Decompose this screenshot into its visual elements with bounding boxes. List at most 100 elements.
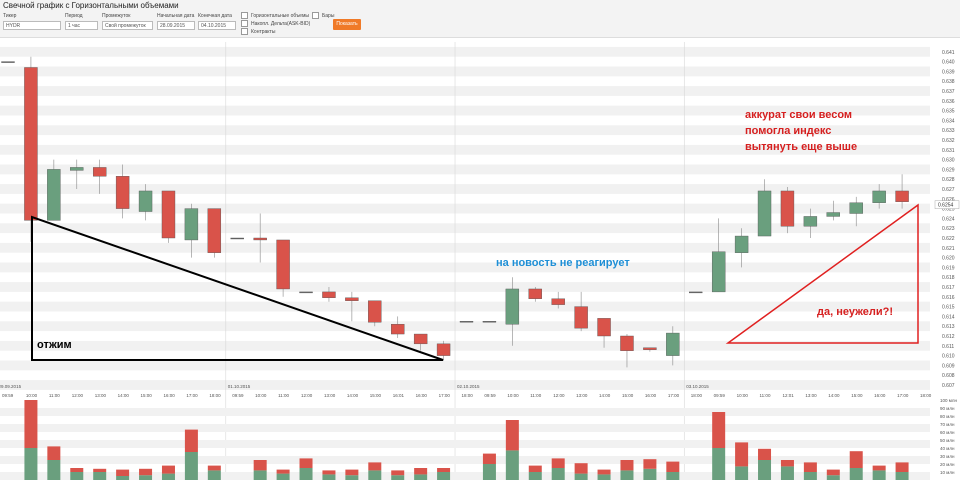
start-date-label: Начальная дата bbox=[157, 13, 195, 19]
time-tick-label: 14:00 bbox=[828, 393, 840, 398]
annotation-carefully-1: аккурат свои весом bbox=[745, 109, 853, 121]
date-label: 29.09.2015 bbox=[0, 384, 22, 389]
delta-label: Накопл. Дельта(ASK-BID) bbox=[251, 20, 311, 27]
period-label: Период bbox=[65, 13, 83, 19]
candle-body bbox=[92, 167, 107, 177]
time-tick-label: 10:00 bbox=[26, 393, 38, 398]
time-tick-label: 18:00 bbox=[209, 393, 221, 398]
price-band bbox=[0, 203, 930, 214]
candle-body bbox=[70, 167, 84, 171]
delta-checkbox[interactable] bbox=[241, 20, 248, 27]
candle-body bbox=[574, 306, 588, 329]
volume-band bbox=[0, 440, 930, 448]
price-tick-label: 0.621 bbox=[942, 246, 955, 252]
price-tick-label: 0.614 bbox=[942, 314, 955, 320]
candle-body bbox=[689, 291, 703, 294]
volume-bar-up bbox=[758, 460, 772, 480]
volume-tick-label: 40 млн bbox=[940, 446, 955, 451]
end-date-field: Конечная дата 04.10.2015 bbox=[198, 13, 236, 30]
contracts-option[interactable]: Контракты bbox=[241, 28, 275, 35]
volume-bar-up bbox=[735, 466, 749, 480]
price-tick-label: 0.618 bbox=[942, 275, 955, 281]
candle-body bbox=[184, 208, 199, 241]
volume-bar-down bbox=[597, 469, 611, 475]
price-band bbox=[0, 46, 930, 57]
volume-bar-up bbox=[116, 476, 130, 480]
volume-bar-up bbox=[345, 475, 359, 480]
time-tick-label: 13:00 bbox=[324, 393, 336, 398]
period-field: Период 1 час bbox=[65, 13, 98, 30]
candle-body bbox=[391, 324, 405, 335]
volume-bar-down bbox=[414, 468, 428, 475]
volume-tick-label: 90 млн bbox=[940, 406, 955, 411]
delta-option[interactable]: Накопл. Дельта(ASK-BID) bbox=[241, 20, 310, 27]
candle-body bbox=[757, 190, 772, 237]
interval-select[interactable]: Свой промежуток bbox=[102, 21, 153, 30]
volume-bar-down bbox=[345, 469, 359, 476]
time-tick-label: 10:00 bbox=[255, 393, 267, 398]
contracts-checkbox[interactable] bbox=[241, 28, 248, 35]
candle-body bbox=[528, 288, 542, 299]
price-tick-label: 0.635 bbox=[942, 109, 955, 115]
price-tick-label: 0.626 bbox=[942, 197, 955, 203]
volume-bar-down bbox=[735, 442, 749, 467]
price-tick-label: 0.620 bbox=[942, 256, 955, 262]
volume-bar-up bbox=[803, 472, 817, 480]
time-tick-label: 12:00 bbox=[301, 393, 313, 398]
bars-checkbox[interactable] bbox=[312, 12, 319, 19]
time-tick-label: 15:00 bbox=[370, 393, 382, 398]
price-tick-label: 0.612 bbox=[942, 334, 955, 340]
candle-body bbox=[276, 239, 290, 290]
volume-axis: 100 млн 90 млн 80 млн 70 млн 60 млн 50 млн 40 … bbox=[940, 398, 957, 475]
price-tick-label: 0.625 bbox=[942, 207, 955, 213]
candle-body bbox=[47, 169, 61, 221]
ticker-field: Тикер HYDR bbox=[3, 13, 61, 30]
volume-bar-down bbox=[116, 469, 130, 476]
time-tick-label: 13:00 bbox=[95, 393, 107, 398]
candle-body bbox=[482, 321, 497, 323]
candle-body bbox=[620, 335, 634, 351]
last-price-box bbox=[934, 200, 960, 209]
time-tick-label: 12:00 bbox=[553, 393, 565, 398]
candle-body bbox=[597, 318, 611, 337]
volume-bar-up bbox=[597, 474, 611, 480]
time-tick-label: 16:00 bbox=[645, 393, 657, 398]
annotation-really: да, неужели?! bbox=[817, 306, 893, 318]
volume-bar-up bbox=[666, 472, 680, 480]
volume-tick-label: 60 млн bbox=[940, 430, 955, 435]
bars-option[interactable]: Бары bbox=[312, 12, 334, 19]
candle-body bbox=[643, 347, 657, 350]
volume-bar-down bbox=[826, 469, 840, 476]
volume-bar-up bbox=[184, 452, 198, 480]
hvol-option[interactable]: Горизонтальные объемы bbox=[241, 12, 309, 19]
time-tick-label: 17:00 bbox=[897, 393, 909, 398]
hvol-checkbox[interactable] bbox=[241, 12, 248, 19]
volume-bar-up bbox=[322, 474, 336, 480]
price-tick-label: 0.633 bbox=[942, 128, 955, 134]
volume-bar-up bbox=[93, 472, 107, 480]
volume-bar-down bbox=[666, 461, 680, 472]
volume-band bbox=[0, 408, 930, 416]
start-date-field: Начальная дата 28.09.2015 bbox=[157, 13, 195, 30]
price-band bbox=[0, 360, 930, 371]
time-tick-label: 14:00 bbox=[347, 393, 359, 398]
volume-bar-up bbox=[414, 474, 428, 480]
price-tick-label: 0.613 bbox=[942, 324, 955, 330]
time-tick-label: 15:00 bbox=[851, 393, 863, 398]
period-select[interactable]: 1 час bbox=[65, 21, 98, 30]
volume-bar-up bbox=[872, 470, 886, 480]
volume-bar-up bbox=[47, 460, 61, 480]
show-button[interactable]: Показать bbox=[333, 19, 361, 30]
volume-bar-down bbox=[780, 460, 794, 467]
triangle-right bbox=[725, 203, 919, 344]
candle-body bbox=[253, 237, 267, 241]
end-date-input[interactable]: 04.10.2015 bbox=[198, 21, 236, 30]
page-title: Свечной график с Горизонтальными объемам… bbox=[3, 1, 179, 10]
ticker-input[interactable]: HYDR bbox=[3, 21, 61, 30]
start-date-input[interactable]: 28.09.2015 bbox=[157, 21, 195, 30]
volume-bar-up bbox=[24, 448, 38, 480]
price-tick-label: 0.607 bbox=[942, 383, 955, 389]
time-tick-label: 16:00 bbox=[163, 393, 175, 398]
volume-bar-up bbox=[551, 468, 565, 480]
annotation-no-reaction: на новость не реагирует bbox=[496, 257, 630, 269]
